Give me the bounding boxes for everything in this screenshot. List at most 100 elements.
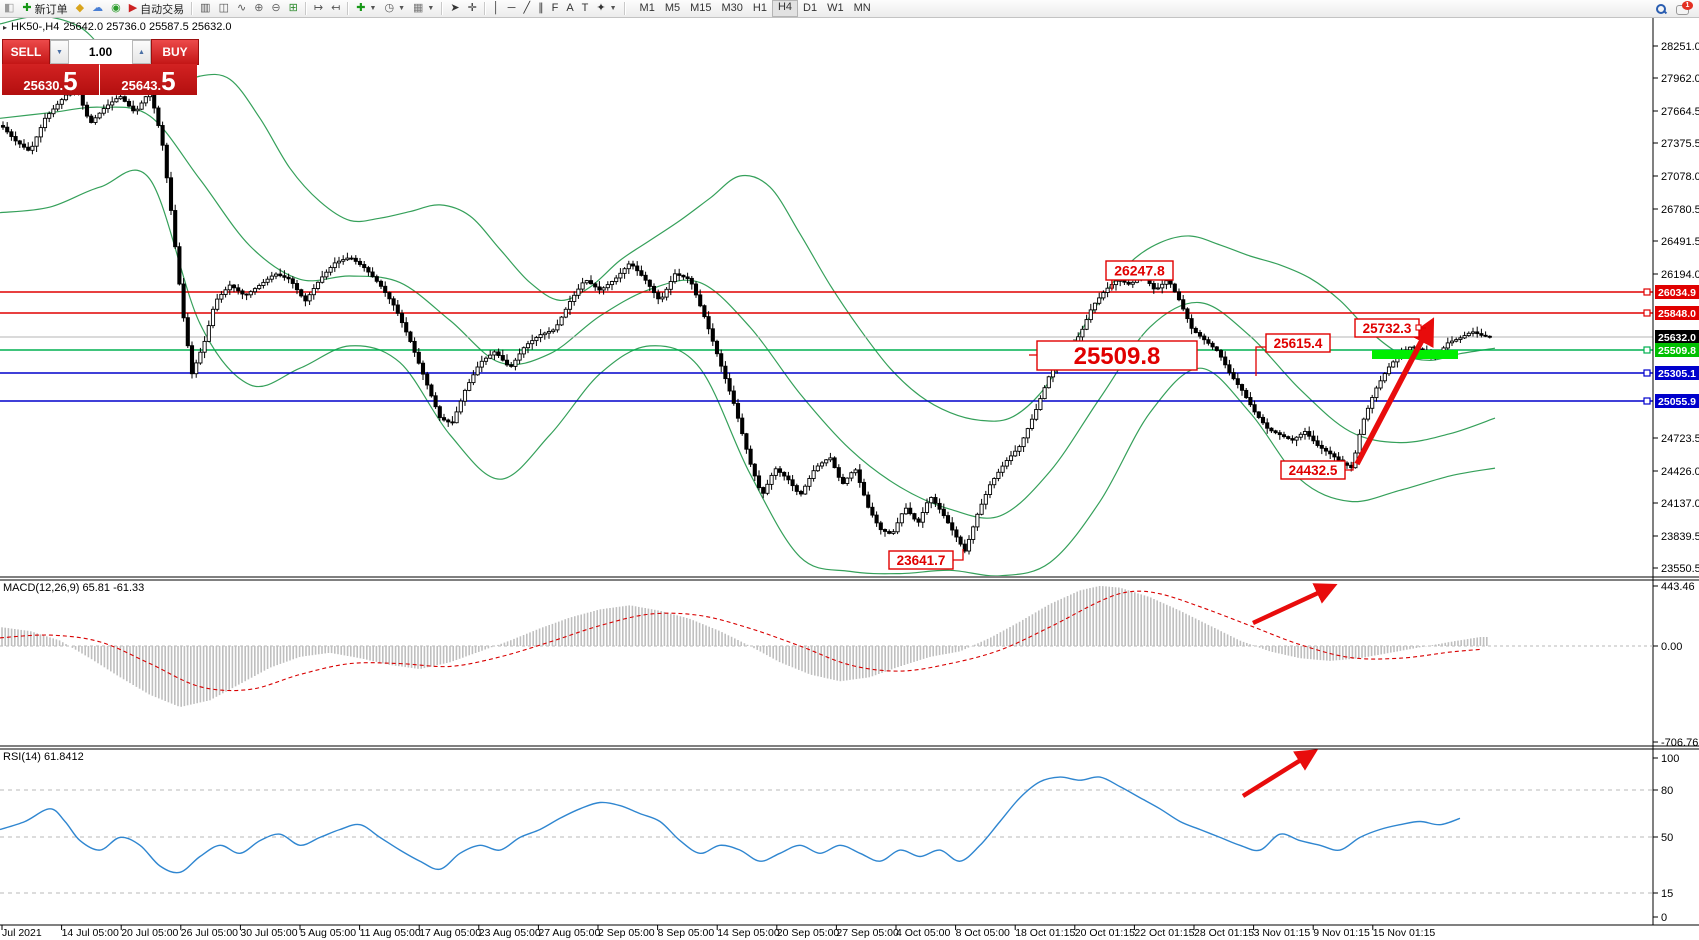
- search-icon[interactable]: [1656, 3, 1668, 14]
- annotation-leader: [1255, 346, 1266, 376]
- y-axis-tick-label: 23550.5: [1661, 563, 1699, 575]
- add-indicator-icon[interactable]: ✚ ▼: [352, 1, 380, 16]
- partial-icon: ◧: [4, 2, 15, 14]
- price-annotation-text: 26247.8: [1114, 263, 1165, 279]
- y-axis-tick-label: 26194.0: [1661, 269, 1699, 281]
- equidistant-channel-icon[interactable]: ∥: [534, 1, 548, 16]
- arrows-tool-icon[interactable]: ✦ ▼: [592, 1, 620, 16]
- price-annotation-box: [1036, 340, 1198, 371]
- price-flag: [1655, 330, 1699, 344]
- x-axis-label: 27 Aug 05:00: [538, 927, 601, 939]
- price-flag: [1655, 366, 1699, 380]
- periods-icon[interactable]: ◷ ▼: [380, 1, 409, 16]
- timeframe-m1[interactable]: M1: [639, 2, 655, 14]
- bollinger-lower-band: [0, 169, 1496, 576]
- market-watch-icon: ◆: [75, 2, 85, 14]
- tile-windows-icon[interactable]: ⊞: [285, 1, 302, 16]
- new-order-button[interactable]: ✚ 新订单: [18, 1, 71, 16]
- buy-button[interactable]: BUY: [151, 39, 199, 65]
- text-label-icon: T: [581, 2, 589, 14]
- data-window-icon[interactable]: ☁: [88, 1, 107, 16]
- periods-icon: ◷: [384, 2, 395, 14]
- timeframe-d1[interactable]: D1: [803, 2, 818, 14]
- notification-badge: 1: [1682, 0, 1693, 10]
- sell-price[interactable]: 25630. 5: [2, 64, 99, 95]
- x-axis-label: 15 Nov 01:15: [1372, 927, 1436, 939]
- macd-label: MACD(12,26,9) 65.81 -61.33: [3, 582, 145, 594]
- auto-scroll-icon[interactable]: ↦: [310, 1, 327, 16]
- y-axis-tick-label: 24723.5: [1661, 433, 1699, 445]
- x-axis-label: Jul 2021: [2, 927, 42, 939]
- trendline-icon[interactable]: ╱: [519, 1, 534, 16]
- vertical-line-icon[interactable]: │: [489, 1, 504, 16]
- crosshair-icon: ✛: [467, 2, 477, 14]
- timeframe-m5[interactable]: M5: [664, 2, 681, 14]
- auto-scroll-icon: ↦: [313, 2, 324, 14]
- chat-icon[interactable]: 1: [1676, 0, 1693, 15]
- price-pane: 26247.8 25509.8 25615.4 25732.3 24432.5 23641…: [0, 17, 1653, 576]
- volume-field[interactable]: 1.00: [69, 40, 132, 64]
- timeframe-m30[interactable]: M30: [721, 2, 743, 14]
- rsi-axis-label: 80: [1661, 785, 1673, 797]
- timeframe-m15[interactable]: M15: [690, 2, 712, 14]
- bar-chart-icon[interactable]: ▥: [196, 1, 214, 16]
- price-flag-text: 25632.0: [1658, 332, 1696, 344]
- x-axis-label: 17 Aug 05:00: [419, 927, 482, 939]
- annotation-leader: [953, 549, 964, 561]
- candlestick-chart-icon: ◫: [218, 2, 229, 14]
- price-annotation-text: 23641.7: [897, 553, 946, 568]
- crosshair-icon[interactable]: ✛: [464, 1, 481, 16]
- rsi-axis-label: 0: [1661, 912, 1667, 924]
- templates-icon[interactable]: ▦ ▼: [409, 1, 438, 16]
- rsi-axis-label: 50: [1661, 832, 1673, 844]
- sell-button[interactable]: SELL: [2, 39, 50, 65]
- toolbar-separator: [304, 2, 307, 15]
- timeframe-h1[interactable]: H1: [752, 2, 767, 14]
- fibonacci-icon[interactable]: F: [548, 1, 563, 16]
- chart-shift-icon: ↤: [331, 2, 341, 14]
- price-flag: [1655, 306, 1699, 320]
- price-flag-text: 25848.0: [1658, 308, 1696, 320]
- x-axis-label: 26 Jul 05:00: [180, 927, 239, 939]
- time-axis[interactable]: Jul 2021 14 Jul 05:00 20 Jul 05:00 26 Jul 0…: [0, 926, 1699, 940]
- x-axis-label: 27 Sep 05:00: [836, 927, 899, 939]
- chart-shift-icon[interactable]: ↤: [327, 1, 344, 16]
- zoom-out-icon[interactable]: ⊖: [267, 1, 284, 16]
- arrows-tool-icon-dropdown[interactable]: ▼: [609, 5, 617, 12]
- zoom-in-icon[interactable]: ⊕: [250, 1, 267, 16]
- x-axis-label: 22 Oct 01:15: [1134, 927, 1195, 939]
- x-axis-label: 3 Nov 01:15: [1253, 927, 1311, 939]
- collapse-arrow-icon[interactable]: ▸: [3, 22, 8, 32]
- timeframe-mn[interactable]: MN: [853, 2, 871, 14]
- timeframe-w1[interactable]: W1: [827, 2, 844, 14]
- new-order-button: ✚: [22, 2, 32, 14]
- volume-up-button[interactable]: ▲: [132, 40, 151, 64]
- price-annotation-text: 25509.8: [1074, 343, 1161, 370]
- autotrading-button-label: 自动交易: [140, 3, 185, 16]
- volume-down-button[interactable]: ▼: [50, 40, 69, 64]
- timeframe-h4[interactable]: H4: [771, 0, 799, 17]
- cursor-icon[interactable]: ➤: [446, 1, 463, 16]
- market-watch-icon[interactable]: ◆: [72, 1, 88, 16]
- text-icon[interactable]: A: [562, 1, 577, 16]
- partial-icon[interactable]: ◧: [0, 1, 18, 16]
- autotrading-button: ▶: [128, 2, 138, 14]
- periods-icon-dropdown[interactable]: ▼: [398, 5, 405, 12]
- templates-icon-dropdown[interactable]: ▼: [427, 5, 435, 12]
- x-axis-label: 8 Sep 05:00: [657, 927, 715, 939]
- line-handle: [1643, 369, 1651, 377]
- buy-price[interactable]: 25643. 5: [100, 64, 197, 95]
- line-handle: [1643, 288, 1651, 296]
- navigator-icon[interactable]: ◉: [107, 1, 125, 16]
- line-chart-icon[interactable]: ∿: [233, 1, 250, 16]
- trendline-icon: ╱: [523, 2, 531, 14]
- text-label-icon[interactable]: T: [578, 1, 593, 16]
- autotrading-button[interactable]: ▶ 自动交易: [125, 1, 188, 16]
- y-axis-tick-label: 27375.5: [1661, 138, 1699, 150]
- add-indicator-icon-dropdown[interactable]: ▼: [369, 5, 377, 12]
- candlestick-chart-icon[interactable]: ◫: [215, 1, 233, 16]
- horizontal-line-icon[interactable]: ─: [504, 1, 520, 16]
- arrows-tool-icon: ✦: [596, 2, 606, 14]
- x-axis-label: 20 Sep 05:00: [776, 927, 840, 939]
